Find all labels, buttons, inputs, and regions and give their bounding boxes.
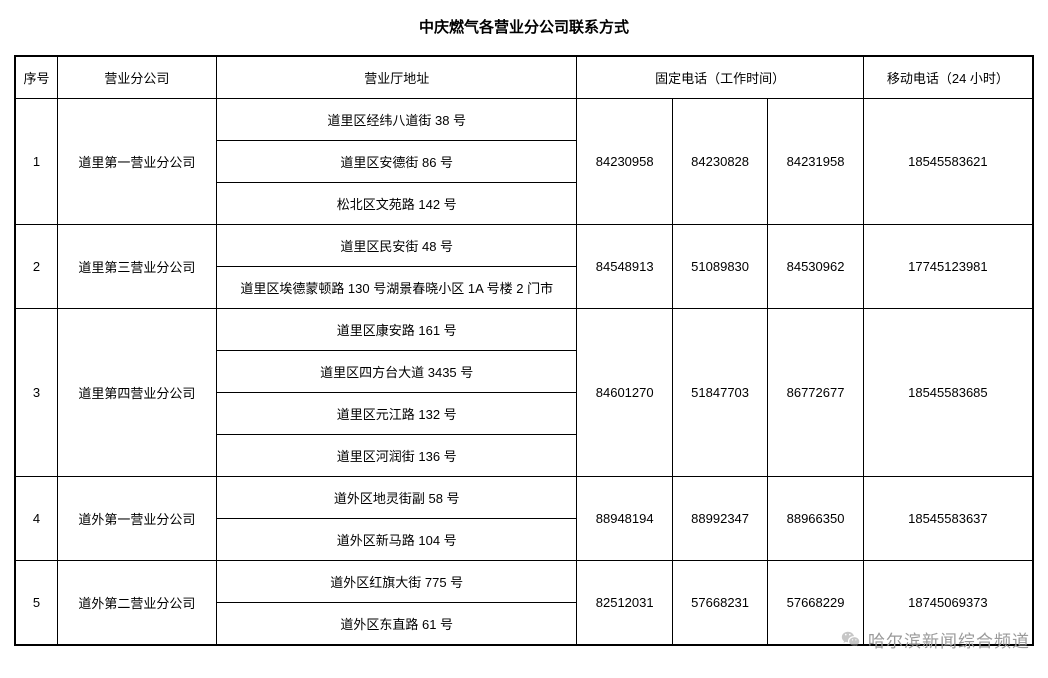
th-seq: 序号 <box>15 56 57 99</box>
table-row: 1道里第一营业分公司道里区经纬八道街 38 号84230958842308288… <box>15 99 1033 141</box>
cell-address: 道外区红旗大街 775 号 <box>216 561 577 603</box>
table-row: 5道外第二营业分公司道外区红旗大街 775 号82512031576682315… <box>15 561 1033 603</box>
cell-address: 道里区元江路 132 号 <box>216 393 577 435</box>
cell-mobile: 18545583621 <box>863 99 1033 225</box>
cell-mobile: 18745069373 <box>863 561 1033 646</box>
th-branch: 营业分公司 <box>57 56 216 99</box>
cell-branch: 道外第二营业分公司 <box>57 561 216 646</box>
cell-tel: 84230828 <box>672 99 767 225</box>
cell-tel: 84231958 <box>768 99 863 225</box>
cell-branch: 道里第四营业分公司 <box>57 309 216 477</box>
cell-mobile: 18545583637 <box>863 477 1033 561</box>
cell-mobile: 17745123981 <box>863 225 1033 309</box>
table-row: 2道里第三营业分公司道里区民安街 48 号8454891351089830845… <box>15 225 1033 267</box>
cell-address: 道里区经纬八道街 38 号 <box>216 99 577 141</box>
cell-branch: 道外第一营业分公司 <box>57 477 216 561</box>
table-row: 3道里第四营业分公司道里区康安路 161 号846012705184770386… <box>15 309 1033 351</box>
table-head: 序号 营业分公司 营业厅地址 固定电话（工作时间） 移动电话（24 小时） <box>15 56 1033 99</box>
cell-address: 道里区埃德蒙顿路 130 号湖景春晓小区 1A 号楼 2 门市 <box>216 267 577 309</box>
cell-seq: 5 <box>15 561 57 646</box>
cell-address: 道里区河润街 136 号 <box>216 435 577 477</box>
th-mobile: 移动电话（24 小时） <box>863 56 1033 99</box>
th-address: 营业厅地址 <box>216 56 577 99</box>
cell-seq: 1 <box>15 99 57 225</box>
table-row: 4道外第一营业分公司道外区地灵街副 58 号889481948899234788… <box>15 477 1033 519</box>
cell-address: 道里区康安路 161 号 <box>216 309 577 351</box>
cell-address: 道里区民安街 48 号 <box>216 225 577 267</box>
page-title: 中庆燃气各营业分公司联系方式 <box>14 16 1034 37</box>
table-body: 1道里第一营业分公司道里区经纬八道街 38 号84230958842308288… <box>15 99 1033 646</box>
cell-tel: 51089830 <box>672 225 767 309</box>
cell-tel: 88966350 <box>768 477 863 561</box>
cell-tel: 88948194 <box>577 477 672 561</box>
cell-seq: 3 <box>15 309 57 477</box>
cell-branch: 道里第三营业分公司 <box>57 225 216 309</box>
cell-address: 松北区文苑路 142 号 <box>216 183 577 225</box>
cell-tel: 84548913 <box>577 225 672 309</box>
cell-tel: 82512031 <box>577 561 672 646</box>
cell-tel: 88992347 <box>672 477 767 561</box>
cell-seq: 2 <box>15 225 57 309</box>
cell-branch: 道里第一营业分公司 <box>57 99 216 225</box>
cell-address: 道外区东直路 61 号 <box>216 603 577 646</box>
cell-seq: 4 <box>15 477 57 561</box>
cell-mobile: 18545583685 <box>863 309 1033 477</box>
cell-address: 道里区安德街 86 号 <box>216 141 577 183</box>
cell-tel: 86772677 <box>768 309 863 477</box>
cell-tel: 84601270 <box>577 309 672 477</box>
cell-tel: 57668231 <box>672 561 767 646</box>
cell-tel: 84530962 <box>768 225 863 309</box>
cell-address: 道外区新马路 104 号 <box>216 519 577 561</box>
branches-table: 序号 营业分公司 营业厅地址 固定电话（工作时间） 移动电话（24 小时） 1道… <box>14 55 1034 646</box>
cell-address: 道里区四方台大道 3435 号 <box>216 351 577 393</box>
cell-tel: 57668229 <box>768 561 863 646</box>
th-landline: 固定电话（工作时间） <box>577 56 863 99</box>
cell-address: 道外区地灵街副 58 号 <box>216 477 577 519</box>
cell-tel: 51847703 <box>672 309 767 477</box>
cell-tel: 84230958 <box>577 99 672 225</box>
